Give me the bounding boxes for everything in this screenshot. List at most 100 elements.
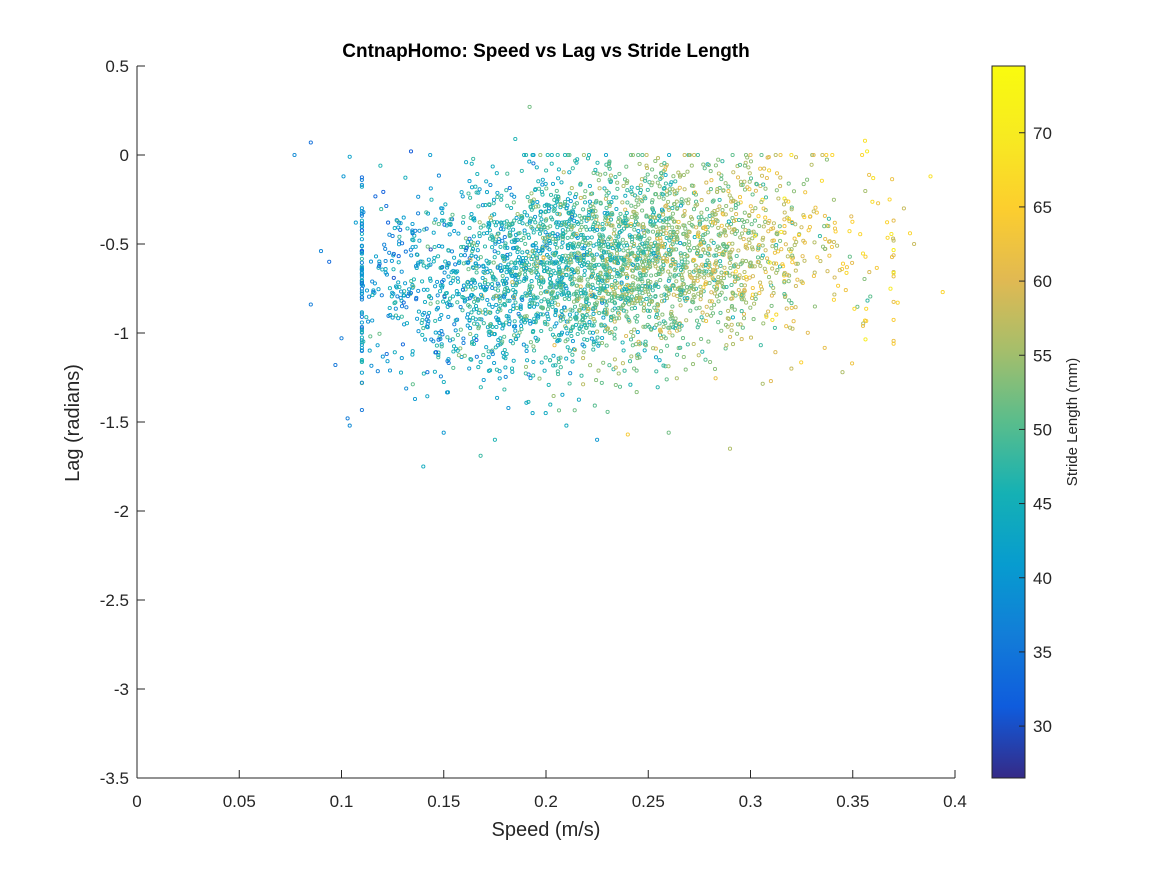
data-point [478,360,483,365]
data-point [608,217,614,222]
data-point [766,229,771,234]
data-point [507,268,512,273]
data-point [831,197,836,202]
data-point [549,273,554,278]
data-point [684,235,689,240]
data-point [802,258,807,263]
data-point [420,332,425,337]
data-point [589,274,594,279]
data-point [542,239,547,244]
data-point [469,341,475,346]
data-point [687,152,692,158]
data-point [640,152,645,158]
data-point [636,233,642,238]
data-point [768,379,773,384]
data-point [667,152,672,158]
data-point [565,197,570,202]
data-point [625,253,630,258]
data-point [447,338,453,343]
data-point [564,272,569,277]
data-point [733,269,738,274]
data-point [691,300,696,305]
data-point [702,269,707,274]
data-point [477,220,482,225]
data-point [595,276,601,282]
data-point [674,376,679,381]
data-point [537,281,542,286]
data-point [446,314,451,319]
data-point [487,202,492,207]
data-point [581,382,586,387]
data-point [506,316,511,321]
data-point [774,243,779,248]
data-point [499,193,504,198]
data-point [466,260,471,265]
data-point [774,312,779,317]
data-point [636,245,641,250]
data-point [496,307,501,312]
data-point [648,214,653,219]
data-point [793,268,798,273]
data-point [575,250,580,255]
data-point [789,247,794,252]
data-point [616,305,621,311]
data-point [699,198,704,203]
data-point [516,246,521,252]
data-point [707,247,712,252]
data-point [829,244,834,250]
data-point [719,223,724,228]
data-point [402,293,407,298]
data-point [377,261,382,266]
x-tick-label: 0.25 [632,792,665,811]
data-point [865,149,870,154]
data-point [487,223,492,228]
data-point [563,339,568,344]
data-point [685,285,690,290]
data-point [617,316,622,321]
data-point [614,239,619,244]
data-point [410,221,415,227]
data-point [584,297,589,302]
axes: 0 0.05 0.1 0.15 0.2 0.25 0.3 0.35 0.40.50-0.5-1-… [100,57,967,811]
data-point [359,286,364,291]
data-point [359,249,364,254]
data-point [445,265,450,270]
data-point [359,282,364,287]
data-point [524,344,529,349]
data-point [476,190,481,195]
data-point [658,176,663,181]
data-point [470,287,475,292]
data-point [367,348,372,353]
data-point [417,238,422,243]
data-point [449,303,454,308]
data-point [849,214,854,219]
data-point [359,213,364,218]
data-point [663,258,668,263]
data-point [391,275,396,280]
data-point [568,371,573,376]
data-point [748,335,754,340]
data-point [650,258,655,263]
data-point [629,294,634,299]
data-point [763,215,768,220]
data-point [455,269,460,274]
data-point [717,197,722,202]
data-point [558,315,563,320]
data-point [385,359,390,364]
data-point [669,263,674,268]
data-point [359,314,364,319]
data-point [447,303,452,308]
data-point [693,268,698,273]
data-point [726,316,731,321]
data-point [582,195,587,200]
data-point [585,277,590,282]
data-point [525,213,530,218]
data-point [420,279,425,284]
data-point [504,351,509,357]
data-point [531,344,536,349]
data-point [391,251,396,256]
data-point [663,336,668,341]
data-point [787,219,792,224]
data-point [656,315,661,320]
data-point [741,316,747,321]
